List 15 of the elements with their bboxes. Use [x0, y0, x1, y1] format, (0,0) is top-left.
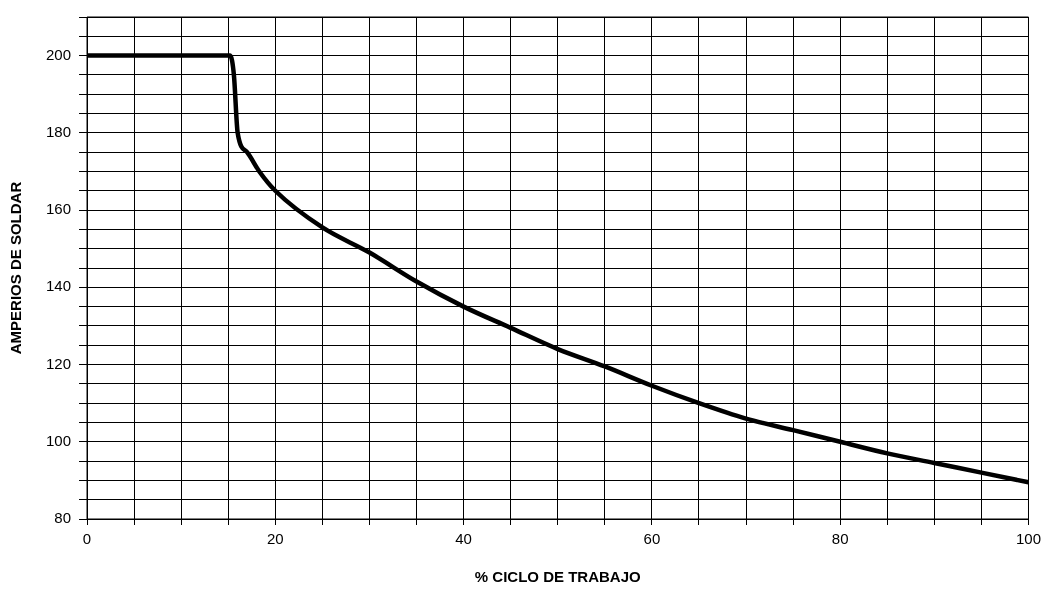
- y-tick-label: 180: [46, 122, 72, 140]
- x-axis-title: % CICLO DE TRABAJO: [474, 568, 642, 586]
- y-tick-label: 120: [46, 354, 72, 372]
- x-tick-label: 20: [266, 530, 284, 548]
- y-tick-label: 160: [46, 200, 72, 218]
- x-tick-label: 100: [1015, 530, 1041, 548]
- y-tick-label: 80: [54, 509, 72, 527]
- y-tick-label: 100: [46, 431, 72, 449]
- x-tick-label: 60: [643, 530, 661, 548]
- y-tick-label: 200: [46, 45, 72, 63]
- y-axis-title: AMPERIOS DE SOLDAR: [7, 181, 25, 355]
- x-tick-label: 0: [82, 530, 92, 548]
- x-tick-label: 40: [455, 530, 472, 548]
- y-tick-label: 140: [46, 277, 72, 295]
- x-tick-label: 80: [831, 530, 849, 548]
